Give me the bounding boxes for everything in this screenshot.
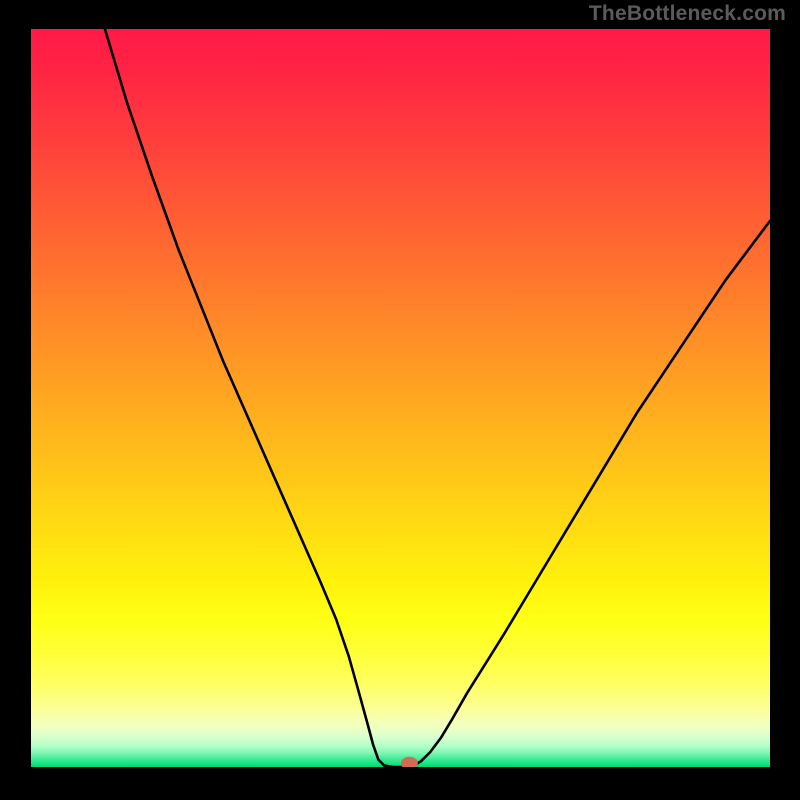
optimum-marker	[401, 757, 417, 767]
chart-stage: { "watermark": { "text": "TheBottleneck.…	[0, 0, 800, 800]
chart-background	[31, 29, 770, 767]
watermark-text: TheBottleneck.com	[589, 2, 786, 26]
bottleneck-chart	[31, 29, 770, 767]
